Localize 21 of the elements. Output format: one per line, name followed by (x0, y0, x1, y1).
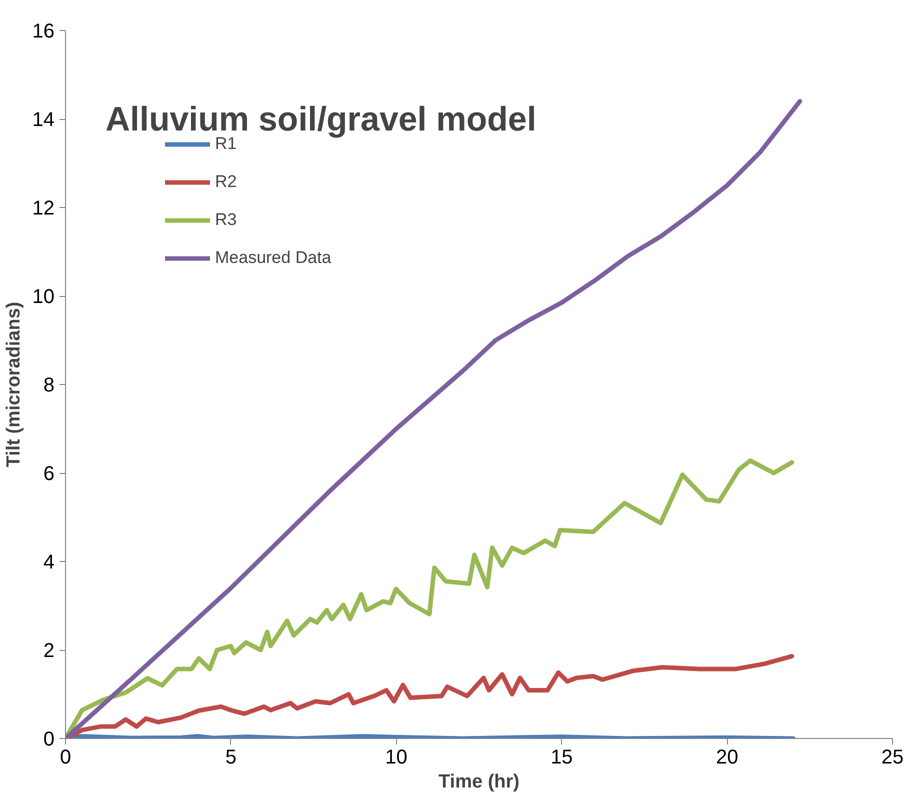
y-axis-title: Tilt (microradians) (3, 302, 24, 468)
x-tick-label: 0 (60, 746, 72, 768)
x-tick-label: 20 (716, 746, 738, 768)
x-tick-label: 5 (225, 746, 236, 768)
y-tick-label: 2 (43, 640, 54, 662)
legend-label: R3 (215, 210, 237, 230)
x-tick-label: 25 (881, 746, 904, 768)
y-tick-label: 0 (43, 728, 54, 750)
legend-label: Measured Data (215, 248, 332, 268)
y-tick-label: 4 (43, 552, 54, 574)
x-tick-label: 15 (550, 746, 573, 768)
y-tick-label: 14 (32, 109, 55, 131)
line-series (66, 99, 802, 738)
y-tick-label: 10 (32, 286, 55, 308)
y-tick-label: 6 (43, 463, 54, 485)
x-tick-label: 10 (385, 746, 408, 768)
x-axis-title: Time (hr) (438, 772, 520, 792)
y-tick-label: 8 (43, 374, 54, 396)
y-tick-label: 16 (32, 20, 55, 42)
y-tick-label: 12 (32, 198, 55, 220)
legend-label: R2 (215, 172, 237, 192)
